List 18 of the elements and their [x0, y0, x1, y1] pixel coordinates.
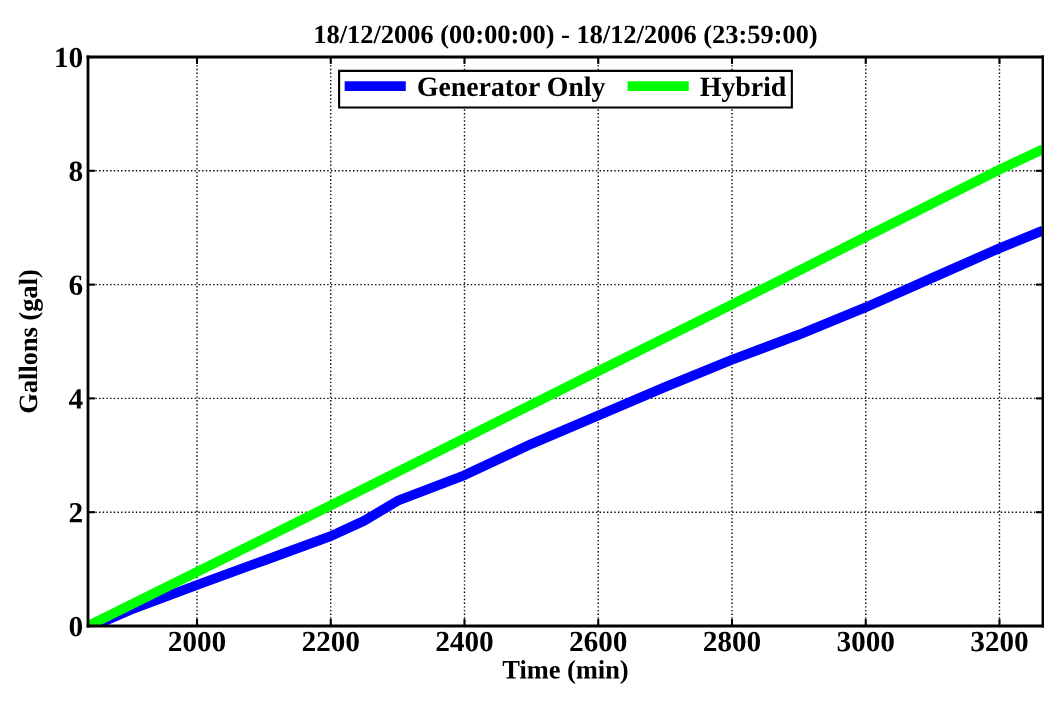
y-tick-label: 6: [69, 275, 83, 296]
legend-label: Generator Only: [418, 76, 606, 102]
chart-title: 18/12/2006 (00:00:00) - 18/12/2006 (23:59:00): [315, 24, 817, 49]
x-tick-label: 3000: [837, 631, 894, 652]
x-axis-title: Time (min): [502, 660, 628, 685]
legend-label: Hybrid: [700, 76, 786, 102]
y-tick-label: 0: [69, 616, 83, 637]
x-tick-label: 2800: [704, 631, 761, 652]
y-tick-label: 4: [68, 389, 83, 409]
x-tick-label: 2200: [302, 631, 359, 652]
y-tick-label: 8: [69, 161, 83, 182]
x-tick-label: 2400: [436, 631, 493, 652]
x-tick-label: 2000: [169, 631, 226, 652]
y-tick-label: 10: [56, 47, 83, 68]
y-tick-label: 2: [69, 503, 82, 523]
y-axis-title: Gallons (gal): [18, 270, 43, 413]
x-tick-label: 2600: [570, 631, 627, 652]
x-tick-label: 3200: [971, 631, 1028, 652]
